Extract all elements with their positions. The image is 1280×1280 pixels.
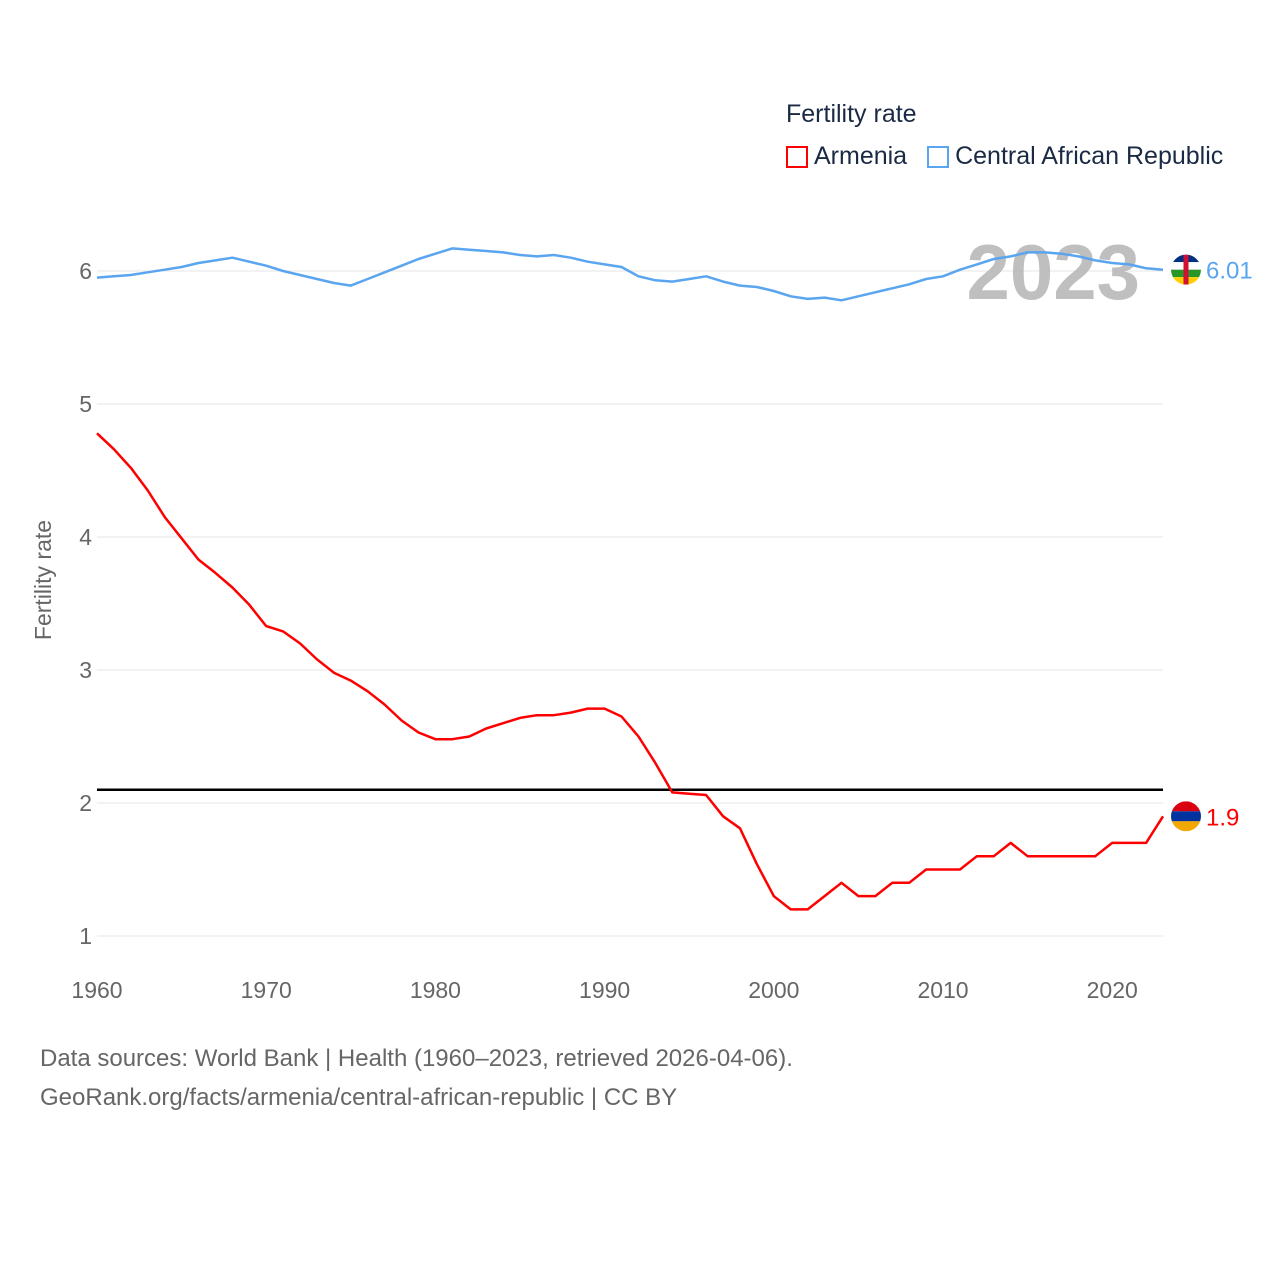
x-tick-label: 2000 xyxy=(748,977,799,1003)
series-line-car xyxy=(96,247,1164,302)
x-tick-label: 1960 xyxy=(71,977,122,1003)
x-tick-label: 2020 xyxy=(1087,977,1138,1003)
legend-swatch-armenia[interactable] xyxy=(786,145,808,168)
armenia-flag-stripe xyxy=(1171,821,1201,832)
end-value-label: 6.01 xyxy=(1206,258,1253,285)
legend-title: Fertility rate xyxy=(786,100,917,128)
y-tick-label: 6 xyxy=(79,258,92,284)
x-tick-label: 1970 xyxy=(241,977,292,1003)
legend-swatch-car[interactable] xyxy=(927,145,950,168)
series-line-armenia xyxy=(96,432,1165,911)
central-african-republic-flag-band xyxy=(1183,254,1189,285)
source-line: Data sources: World Bank | Health (1960–… xyxy=(40,1045,793,1072)
y-tick-label: 1 xyxy=(79,923,92,949)
year-label: 2023 xyxy=(966,228,1140,316)
y-tick-label: 5 xyxy=(79,391,92,417)
y-tick-label: 4 xyxy=(79,524,92,550)
source-url[interactable]: GeoRank.org/facts/armenia/central-africa… xyxy=(40,1084,678,1111)
legend-label-armenia[interactable]: Armenia xyxy=(814,142,908,170)
x-tick-label: 1980 xyxy=(410,977,461,1003)
x-tick-label: 1990 xyxy=(579,977,630,1003)
x-tick-label: 2010 xyxy=(917,977,968,1003)
end-value-label: 1.9 xyxy=(1206,804,1239,831)
y-tick-label: 3 xyxy=(79,657,92,683)
y-axis-label: Fertility rate xyxy=(30,520,56,640)
armenia-flag-stripe xyxy=(1171,801,1201,812)
legend-label-car[interactable]: Central African Republic xyxy=(955,142,1224,170)
armenia-flag-stripe xyxy=(1171,811,1201,822)
y-tick-label: 2 xyxy=(79,790,92,816)
legend: Armenia Central African Republic xyxy=(786,142,1223,171)
